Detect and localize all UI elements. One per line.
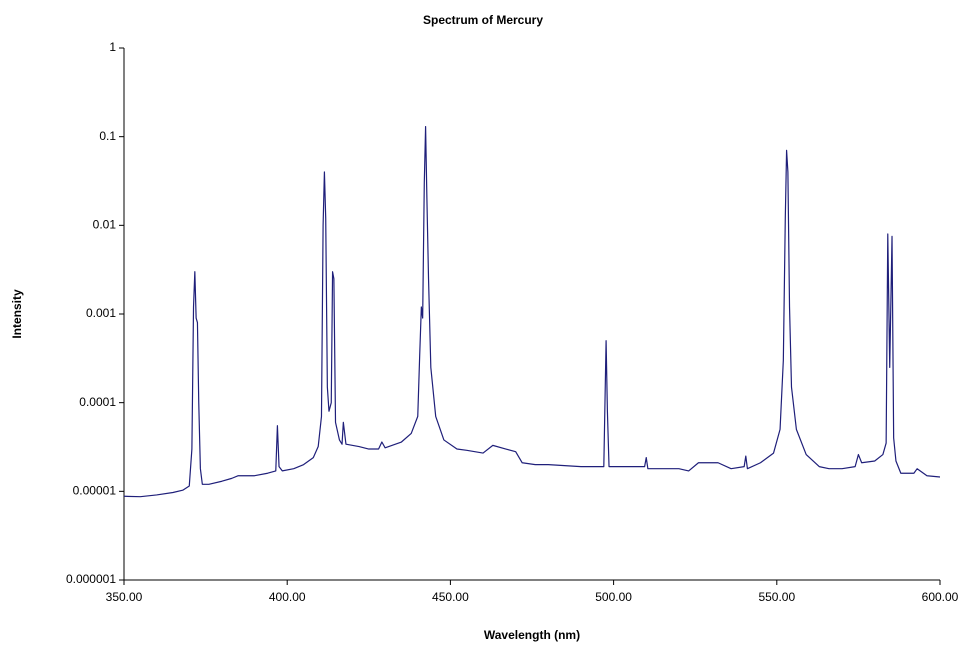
chart-title: Spectrum of Mercury: [423, 13, 543, 27]
x-tick-label: 600.00: [922, 590, 959, 604]
x-tick-label: 500.00: [595, 590, 632, 604]
x-tick-label: 350.00: [106, 590, 143, 604]
y-tick-label: 1: [109, 40, 116, 54]
spectrum-line: [123, 125, 941, 498]
x-tick-label: 400.00: [269, 590, 306, 604]
y-axis-label: Intensity: [10, 289, 24, 339]
x-tick-label: 550.00: [758, 590, 795, 604]
y-tick-label: 0.01: [93, 218, 117, 232]
y-tick-label: 0.000001: [66, 572, 116, 586]
y-tick-label: 0.00001: [73, 484, 117, 498]
y-tick-label: 0.001: [86, 306, 116, 320]
x-axis-label: Wavelength (nm): [484, 628, 580, 642]
y-tick-label: 0.1: [99, 129, 116, 143]
x-tick-label: 450.00: [432, 590, 469, 604]
y-tick-label: 0.0001: [79, 395, 116, 409]
